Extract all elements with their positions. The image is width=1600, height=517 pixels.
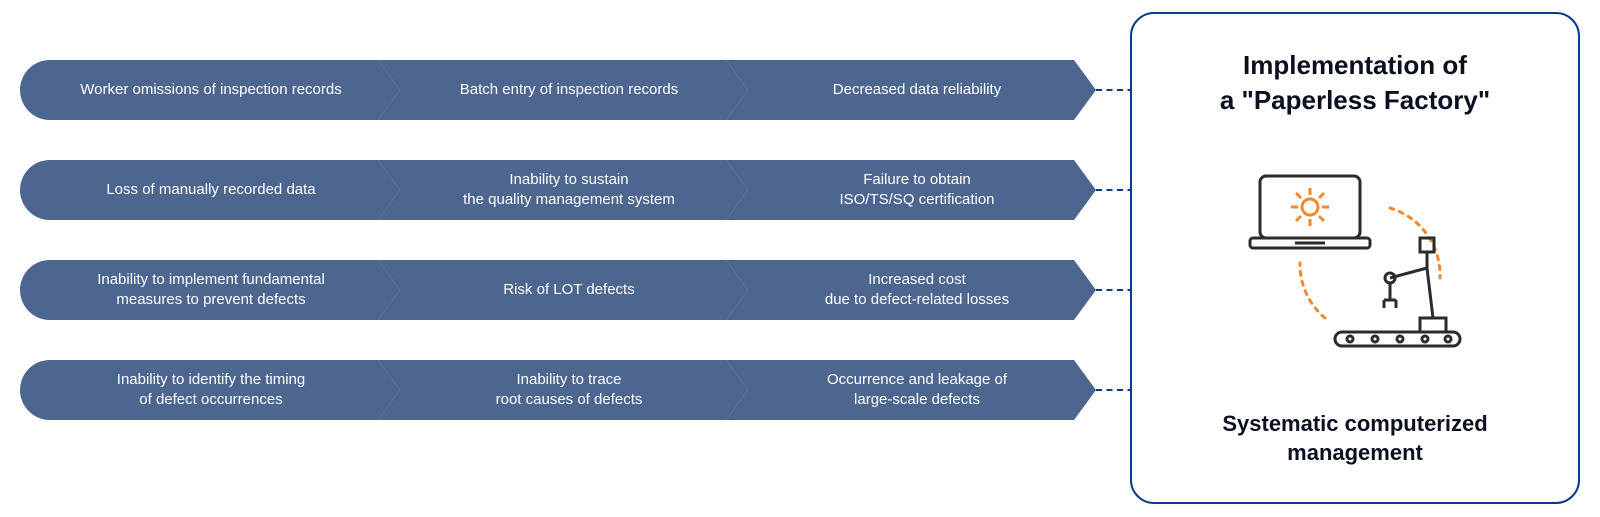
flow-step: Batch entry of inspection records	[378, 60, 748, 120]
flow-step-label: Loss of manually recorded data	[106, 180, 315, 200]
flow-step: Worker omissions of inspection records	[20, 60, 400, 120]
flow-step-label: Batch entry of inspection records	[460, 80, 678, 100]
flow-step: Decreased data reliability	[726, 60, 1096, 120]
flow-step-label: Inability to trace root causes of defect…	[496, 370, 643, 411]
flow-step: Inability to identify the timing of defe…	[20, 360, 400, 420]
flow-step-label: Risk of LOT defects	[503, 280, 634, 300]
factory-automation-icon	[1240, 168, 1470, 358]
flow-row: Inability to identify the timing of defe…	[20, 360, 1186, 420]
flow-row: Inability to implement fundamental measu…	[20, 260, 1186, 320]
flow-step-label: Inability to sustain the quality managem…	[463, 170, 675, 211]
flow-step: Inability to trace root causes of defect…	[378, 360, 748, 420]
flow-step-label: Inability to identify the timing of defe…	[117, 370, 305, 411]
flow-step-label: Increased cost due to defect-related los…	[825, 270, 1009, 311]
flow-step: Increased cost due to defect-related los…	[726, 260, 1096, 320]
flow-step: Risk of LOT defects	[378, 260, 748, 320]
flow-step: Inability to implement fundamental measu…	[20, 260, 400, 320]
flow-row: Loss of manually recorded data Inability …	[20, 160, 1186, 220]
flow-row: Worker omissions of inspection records Ba…	[20, 60, 1186, 120]
flow-step-label: Worker omissions of inspection records	[80, 80, 342, 100]
flow-step-label: Decreased data reliability	[833, 80, 1001, 100]
result-subtitle: Systematic computerized management	[1222, 409, 1487, 468]
flow-step: Inability to sustain the quality managem…	[378, 160, 748, 220]
flow-step: Loss of manually recorded data	[20, 160, 400, 220]
flow-step: Failure to obtain ISO/TS/SQ certificatio…	[726, 160, 1096, 220]
flow-step-label: Failure to obtain ISO/TS/SQ certificatio…	[839, 170, 994, 211]
result-panel: Implementation of a "Paperless Factory"	[1130, 12, 1580, 504]
result-title: Implementation of a "Paperless Factory"	[1220, 48, 1490, 118]
flow-step: Occurrence and leakage of large-scale de…	[726, 360, 1096, 420]
flow-rows: Worker omissions of inspection records Ba…	[20, 60, 1186, 420]
flow-step-label: Inability to implement fundamental measu…	[97, 270, 325, 311]
flow-step-label: Occurrence and leakage of large-scale de…	[827, 370, 1007, 411]
